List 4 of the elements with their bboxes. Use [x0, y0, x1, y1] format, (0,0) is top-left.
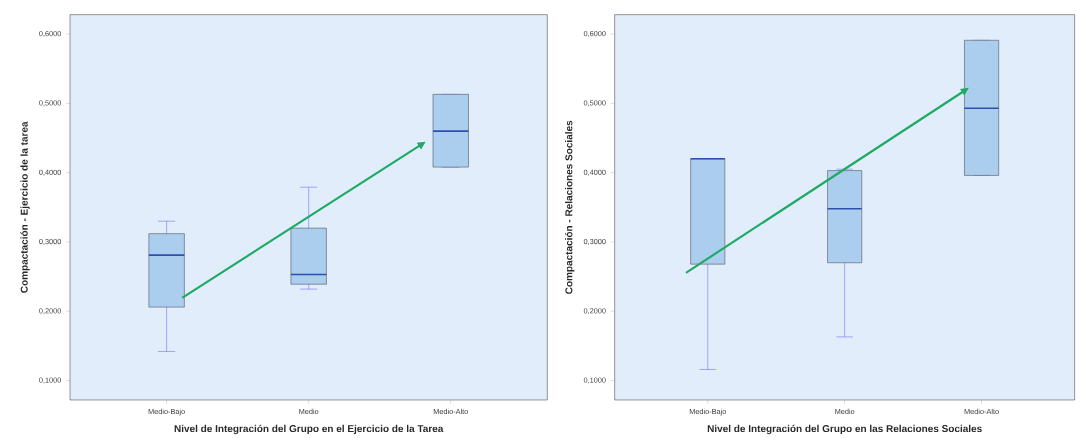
- x-axis-title: Nivel de Integración del Grupo en las Relaciones Sociales: [707, 424, 982, 435]
- x-axis-title: Nivel de Integración del Grupo en el Ejercicio de la Tarea: [174, 424, 444, 435]
- y-axis-title: Compactación - Ejercicio de la tarea: [20, 121, 30, 293]
- y-axis-title: Compactación - Relaciones Sociales: [564, 120, 575, 294]
